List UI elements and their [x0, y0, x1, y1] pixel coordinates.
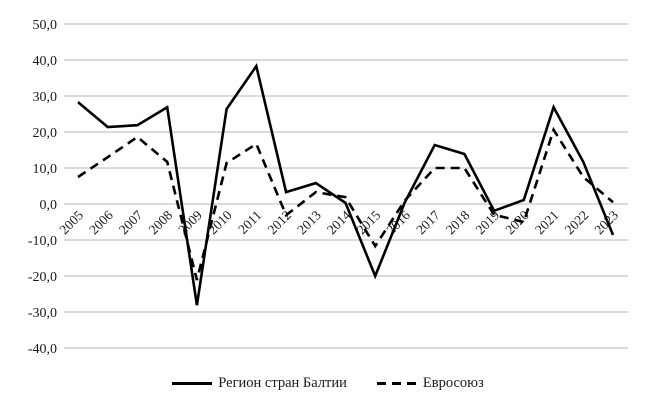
y-tick-label: 10,0: [33, 162, 58, 177]
y-tick-label: -10,0: [28, 234, 57, 249]
x-tick-label: 2023: [591, 207, 621, 237]
y-tick-label: -30,0: [28, 306, 57, 321]
y-tick-label: -40,0: [28, 342, 57, 357]
x-tick-label: 2019: [473, 207, 503, 237]
legend: Регион стран Балтии Евросоюз: [0, 372, 656, 394]
y-tick-label: 50,0: [33, 18, 58, 33]
y-tick-label: 20,0: [33, 126, 58, 141]
x-tick-label: 2017: [413, 207, 443, 237]
y-axis-labels: 50,0 40,0 30,0 20,0 10,0 0,0 -10,0 -20,0 -30,0 -4…: [28, 18, 57, 357]
x-tick-label: 2007: [116, 207, 146, 237]
y-tick-label: 0,0: [40, 198, 58, 213]
x-tick-label: 2006: [86, 207, 116, 237]
x-axis-labels: 2005 2006 2007 2008 2009 2010 2011 2012 2013 2014…: [56, 207, 621, 237]
x-tick-label: 2013: [294, 207, 324, 237]
x-tick-label: 2022: [562, 208, 592, 238]
legend-item-eu: Евросоюз: [376, 374, 484, 392]
x-tick-label: 2008: [146, 207, 176, 237]
x-tick-label: 2009: [175, 207, 205, 237]
solid-line-swatch-icon: [172, 381, 213, 385]
series-line-eu: [77, 126, 614, 281]
dashed-line-swatch-icon: [376, 381, 417, 385]
x-tick-label: 2021: [532, 208, 562, 238]
series-line-baltic: [77, 62, 615, 306]
y-tick-label: -20,0: [28, 270, 57, 285]
legend-item-baltic: Регион стран Балтии: [172, 375, 347, 392]
x-tick-label: 2018: [443, 207, 473, 237]
legend-label-eu: Евросоюз: [422, 374, 484, 391]
x-tick-label: 2011: [235, 208, 264, 237]
series-lines: [77, 62, 615, 306]
gridlines: [64, 23, 628, 349]
y-tick-label: 40,0: [33, 54, 58, 69]
legend-label-baltic: Регион стран Балтии: [218, 374, 347, 391]
y-tick-label: 30,0: [33, 90, 58, 105]
x-tick-label: 2005: [56, 207, 86, 237]
line-chart: 50,0 40,0 30,0 20,0 10,0 0,0 -10,0 -20,0 -30,0 -4…: [28, 18, 628, 357]
